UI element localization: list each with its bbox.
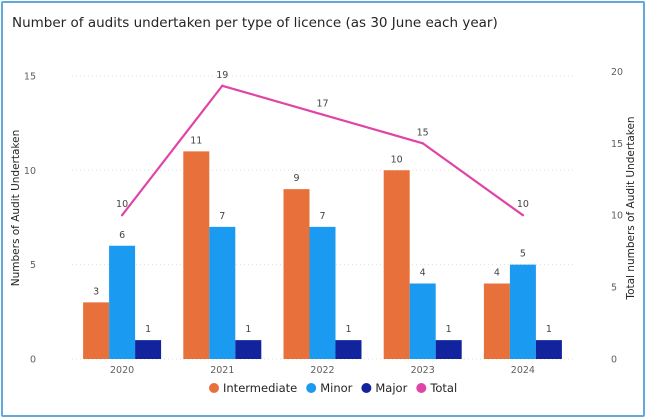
y2-tick-label: 0: [611, 355, 617, 366]
x-tick-label: 2023: [411, 365, 435, 376]
bar-data-label: 4: [494, 268, 500, 279]
y-tick-label: 0: [30, 355, 36, 366]
x-tick-label: 2020: [110, 365, 134, 376]
bar-major: [135, 340, 162, 359]
chart-title: Number of audits undertaken per type of …: [12, 15, 498, 31]
bar-minor: [309, 226, 336, 359]
total-point: [421, 142, 424, 145]
legend-marker-major: [361, 383, 372, 393]
legend-label-major: Major: [375, 381, 407, 395]
bar-major: [535, 340, 562, 359]
y2-tick-label: 5: [611, 283, 617, 294]
bar-intermediate: [383, 170, 410, 359]
line-data-label: 17: [316, 99, 328, 110]
x-tick-label: 2022: [310, 365, 334, 376]
y2-tick-label: 10: [611, 211, 623, 222]
y2-tick-label: 20: [611, 67, 623, 78]
bar-intermediate: [483, 283, 510, 359]
bar-major: [435, 340, 462, 359]
total-point: [120, 213, 124, 217]
legend-marker-intermediate: [209, 383, 219, 393]
bar-data-label: 7: [219, 211, 225, 222]
bar-minor: [109, 245, 136, 359]
bar-data-label: 1: [345, 324, 351, 335]
y-tick-label: 15: [24, 71, 36, 82]
bar-intermediate: [283, 189, 310, 359]
y-axis-title: Numbers of Audit Undertaken: [10, 130, 22, 286]
bar-data-label: 11: [190, 135, 202, 146]
y2-tick-label: 15: [611, 139, 623, 150]
bar-minor: [209, 226, 236, 359]
bar-data-label: 4: [420, 268, 426, 279]
bar-data-label: 9: [293, 173, 299, 184]
line-data-label: 10: [116, 199, 128, 210]
bar-data-label: 1: [245, 324, 251, 335]
bar-minor: [409, 283, 436, 359]
bar-data-label: 1: [145, 324, 151, 335]
total-point: [321, 113, 324, 116]
line-data-label: 10: [517, 199, 529, 210]
bar-intermediate: [183, 151, 210, 359]
line-data-label: 19: [216, 70, 228, 81]
legend-label-minor: Minor: [320, 381, 352, 395]
total-point: [221, 84, 224, 87]
legend-marker-minor: [306, 383, 317, 393]
x-tick-label: 2021: [210, 365, 234, 376]
bar-data-label: 5: [520, 249, 526, 260]
y2-axis-title: Total numbers of Audit Undertaken: [625, 116, 637, 300]
y-tick-label: 10: [24, 166, 36, 177]
bar-major: [335, 340, 362, 359]
bar-minor: [509, 264, 536, 359]
bar-data-label: 10: [391, 154, 403, 165]
x-tick-label: 2024: [511, 365, 535, 376]
bar-data-label: 6: [119, 230, 125, 241]
bar-data-label: 3: [93, 286, 99, 297]
legend-label-total: Total: [429, 381, 457, 395]
bar-data-label: 7: [319, 211, 325, 222]
line-data-label: 15: [417, 127, 429, 138]
bar-data-label: 1: [446, 324, 452, 335]
y-tick-label: 5: [30, 260, 36, 271]
legend-label-intermediate: Intermediate: [223, 381, 297, 395]
bar-intermediate: [83, 302, 110, 359]
total-point: [521, 213, 525, 217]
bar-major: [235, 340, 262, 359]
bar-data-label: 1: [546, 324, 552, 335]
legend-marker-total: [416, 383, 427, 393]
